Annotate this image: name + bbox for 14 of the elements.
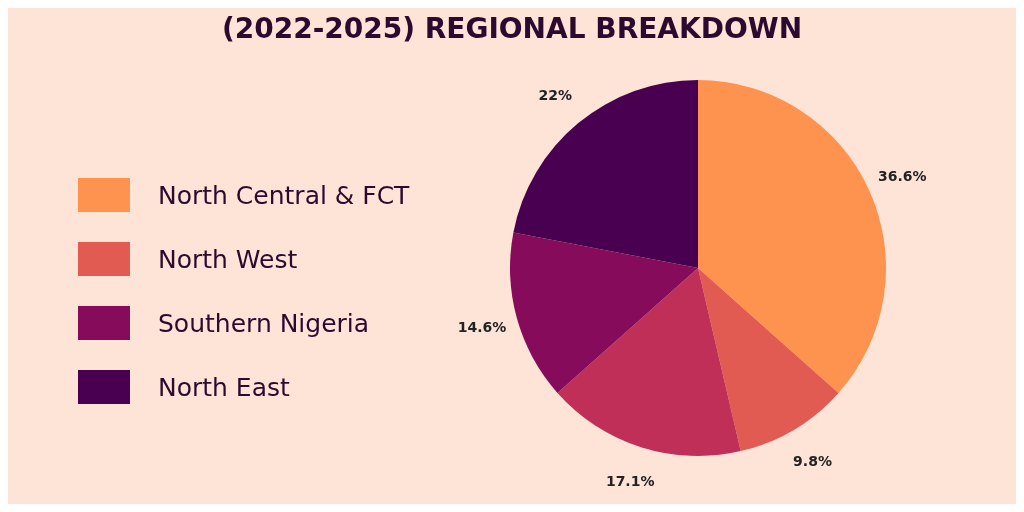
data-label: 22% bbox=[538, 87, 573, 104]
data-label: 36.6% bbox=[878, 168, 927, 185]
legend-label: North West bbox=[158, 245, 298, 274]
pie-slice bbox=[510, 232, 698, 393]
legend-label: North Central & FCT bbox=[158, 181, 411, 210]
data-label: 14.6% bbox=[457, 319, 507, 336]
legend-label: North East bbox=[158, 373, 291, 402]
legend-label: Southern Nigeria bbox=[158, 309, 370, 338]
data-label: 17.1% bbox=[605, 473, 655, 490]
data-label: 9.8% bbox=[793, 452, 832, 469]
chart-title: (2022-2025) REGIONAL BREAKDOWN bbox=[221, 12, 803, 45]
pie-slice bbox=[557, 268, 741, 456]
pie-slice bbox=[513, 80, 698, 268]
pie-slice bbox=[698, 268, 839, 452]
